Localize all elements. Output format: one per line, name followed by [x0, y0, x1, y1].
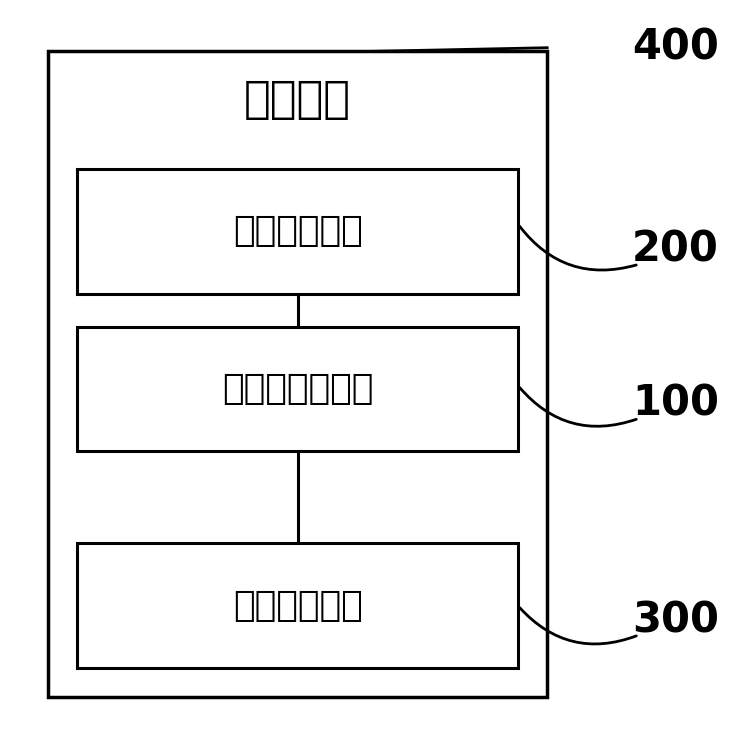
Bar — [77, 169, 518, 294]
Bar — [77, 327, 518, 451]
FancyArrowPatch shape — [519, 608, 637, 644]
Text: 300: 300 — [632, 599, 719, 642]
FancyArrowPatch shape — [519, 388, 637, 426]
Text: 200: 200 — [632, 228, 719, 271]
Text: 电子装置: 电子装置 — [244, 78, 351, 120]
FancyArrowPatch shape — [519, 226, 636, 270]
Text: 第二电子元件: 第二电子元件 — [233, 589, 363, 622]
Text: 印刷电路板组合: 印刷电路板组合 — [222, 372, 373, 406]
Text: 第一电子元件: 第一电子元件 — [233, 214, 363, 248]
Text: 400: 400 — [632, 26, 719, 69]
Text: 100: 100 — [632, 382, 719, 425]
Bar — [48, 51, 547, 697]
Bar — [77, 543, 518, 668]
